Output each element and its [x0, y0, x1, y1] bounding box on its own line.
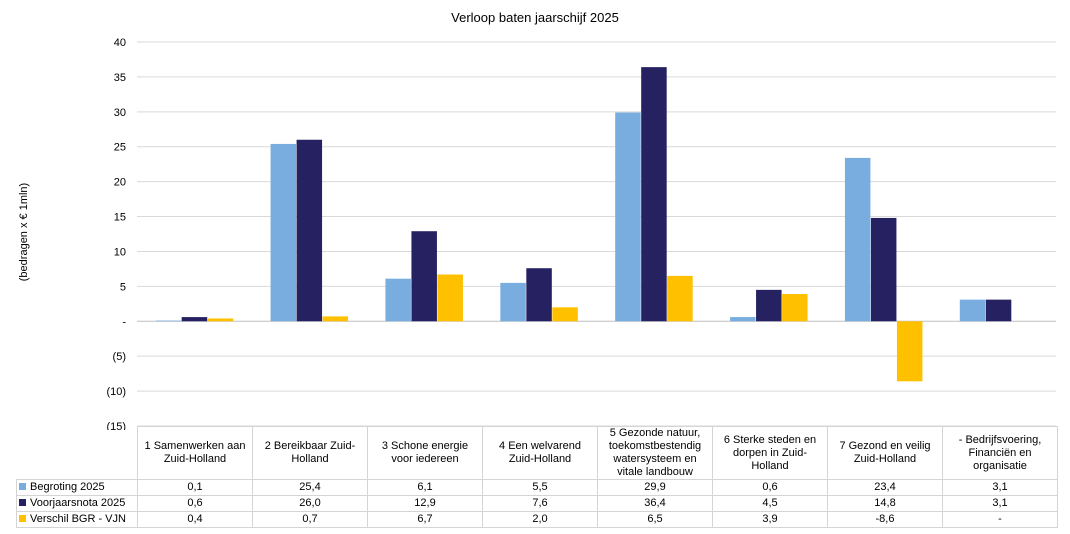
data-label: 26,0 [252, 495, 368, 512]
bar-2-1 [181, 317, 208, 322]
data-label: 3,1 [942, 495, 1058, 512]
legend-entry: Begroting 2025 [16, 479, 138, 496]
data-label: 0,6 [712, 479, 828, 496]
bar-3-4 [552, 307, 578, 322]
bar-chart: 40 35 30 25 20 15 10 5 - (5) (10) (15) [106, 37, 1056, 430]
data-label: 29,9 [597, 479, 713, 496]
y-tick-label: 15 [114, 212, 126, 224]
bar-2-5 [641, 67, 667, 322]
y-tick-label: - [122, 316, 126, 328]
series-row: Begroting 2025 0,1 25,4 6,1 5,5 29,9 0,6 23,4 3,… [16, 479, 1058, 496]
bar-1-5 [615, 112, 641, 322]
series-name: Verschil BGR - VJN [30, 513, 126, 525]
series-name: Begroting 2025 [30, 481, 105, 493]
y-tick-label: (5) [113, 351, 126, 363]
bar-1-4 [500, 282, 526, 322]
category-header-row: 1 Samenwerken aan Zuid-Holland 2 Bereikba… [17, 426, 1058, 480]
y-tick-label: 40 [114, 37, 126, 49]
y-tick-label: (10) [106, 386, 126, 398]
bar-3-6 [782, 294, 808, 322]
bar-1-2 [270, 143, 297, 322]
bar-1-8 [959, 299, 986, 322]
series-name: Voorjaarsnota 2025 [30, 497, 126, 509]
bar-2-2 [296, 139, 323, 322]
y-tick-label: 30 [114, 107, 126, 119]
bar-2-4 [526, 268, 552, 322]
bar-1-1 [155, 320, 182, 322]
y-tick-label: 20 [114, 177, 126, 189]
y-tick-label: 35 [114, 72, 126, 84]
data-label: 5,5 [482, 479, 598, 496]
y-tick-label: (15) [106, 421, 126, 430]
table-corner [17, 427, 138, 480]
category-label: 4 Een welvarend Zuid-Holland [482, 426, 598, 480]
data-label: 3,9 [712, 511, 828, 528]
bar-3-1 [207, 318, 234, 322]
bar-2-6 [756, 289, 782, 322]
category-label: 5 Gezonde natuur, toekomstbestendig wate… [597, 426, 713, 480]
category-label: 2 Bereikbaar Zuid-Holland [252, 426, 368, 480]
bar-1-7 [844, 157, 871, 322]
category-label: 1 Samenwerken aan Zuid-Holland [137, 426, 253, 480]
bar-3-5 [667, 275, 693, 322]
bar-2-3 [411, 231, 437, 322]
data-label: - [942, 511, 1058, 528]
bar-3-7 [896, 321, 923, 382]
category-label: 3 Schone energie voor iedereen [367, 426, 483, 480]
legend-swatch [19, 515, 26, 522]
bar-1-6 [730, 317, 756, 322]
bar-1-3 [385, 278, 411, 322]
bar-3-2 [322, 316, 349, 322]
legend-entry: Voorjaarsnota 2025 [16, 495, 138, 512]
data-label: -8,6 [827, 511, 943, 528]
data-label: 12,9 [367, 495, 483, 512]
category-label: 6 Sterke steden en dorpen in Zuid-Hollan… [712, 426, 828, 480]
data-label: 25,4 [252, 479, 368, 496]
legend-swatch [19, 499, 26, 506]
legend-swatch [19, 483, 26, 490]
legend-entry: Verschil BGR - VJN [16, 511, 138, 528]
bar-2-8 [985, 299, 1012, 322]
chart-title: Verloop baten jaarschijf 2025 [451, 10, 619, 25]
data-label: 4,5 [712, 495, 828, 512]
series-row: Verschil BGR - VJN 0,4 0,7 6,7 2,0 6,5 3,9 -8,6… [16, 511, 1058, 528]
data-label: 14,8 [827, 495, 943, 512]
data-label: 0,7 [252, 511, 368, 528]
data-label: 7,6 [482, 495, 598, 512]
data-label: 2,0 [482, 511, 598, 528]
data-label: 6,1 [367, 479, 483, 496]
category-label: 7 Gezond en veilig Zuid-Holland [827, 426, 943, 480]
data-label: 0,6 [137, 495, 253, 512]
y-tick-label: 10 [114, 246, 126, 258]
data-label: 0,4 [137, 511, 253, 528]
data-label: 23,4 [827, 479, 943, 496]
data-label: 0,1 [137, 479, 253, 496]
y-tick-label: 25 [114, 142, 126, 154]
data-table: 1 Samenwerken aan Zuid-Holland 2 Bereikba… [16, 426, 1058, 528]
series-row: Voorjaarsnota 2025 0,6 26,0 12,9 7,6 36,4 4,5 1… [16, 495, 1058, 512]
bar-3-3 [437, 274, 463, 322]
category-label: - Bedrijfsvoering, Financiën en organisa… [942, 426, 1058, 480]
data-label: 36,4 [597, 495, 713, 512]
data-label: 6,7 [367, 511, 483, 528]
y-tick-label: 5 [120, 281, 126, 293]
data-label: 6,5 [597, 511, 713, 528]
bar-2-7 [870, 217, 897, 322]
data-label: 3,1 [942, 479, 1058, 496]
